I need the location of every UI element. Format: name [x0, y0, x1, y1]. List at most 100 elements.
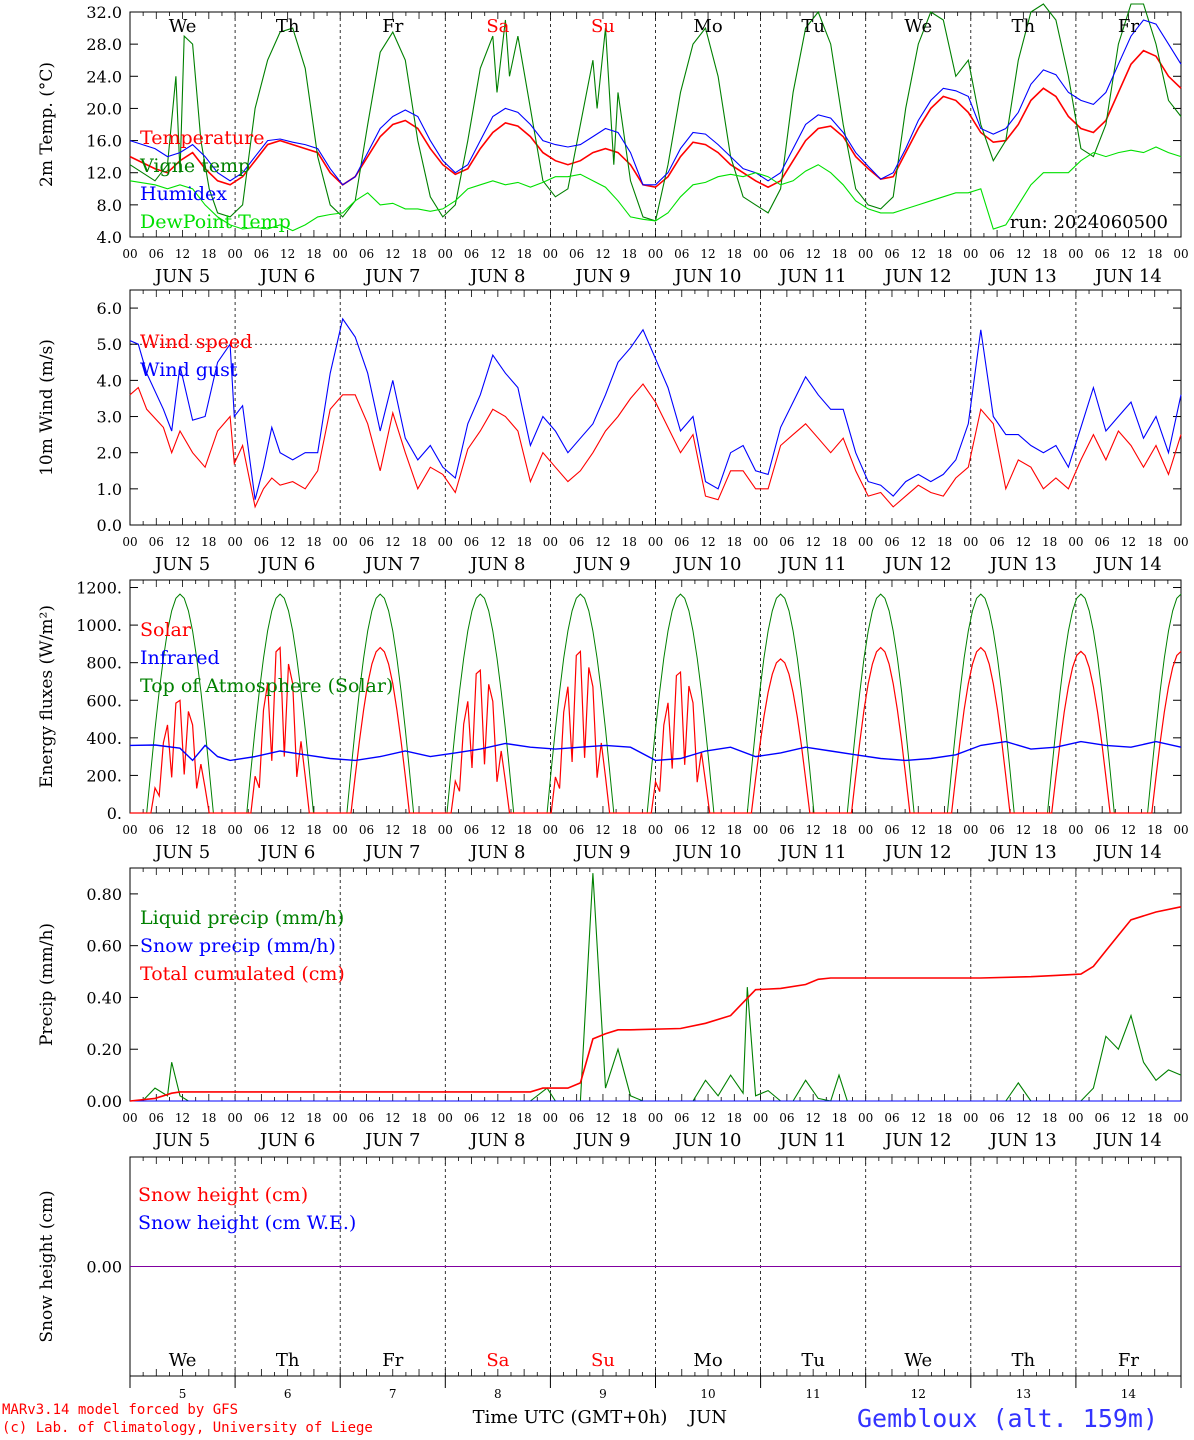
weekday-label: Mo [693, 1350, 722, 1371]
y-tick-label: 0. [107, 804, 122, 823]
y-tick-label: 1.0 [97, 480, 122, 499]
x-day-label: JUN 8 [468, 842, 525, 863]
x-day-label: JUN 9 [573, 554, 630, 575]
x-hour-label: 06 [569, 1111, 584, 1125]
x-hour-label: 00 [1173, 1111, 1188, 1125]
x-hour-label: 12 [490, 1111, 505, 1125]
y-tick-label: 8.0 [97, 196, 122, 215]
x-hour-label: 06 [779, 1111, 794, 1125]
x-hour-label: 00 [1173, 247, 1188, 261]
y-tick-label: 0.00 [86, 1092, 122, 1111]
x-hour-label: 12 [1016, 535, 1031, 549]
x-hour-label: 06 [674, 535, 689, 549]
y-axis-label: 10m Wind (m/s) [37, 339, 57, 476]
x-hour-label: 12 [385, 535, 400, 549]
legend-entry: Snow height (cm W.E.) [138, 1212, 356, 1234]
weekday-label: Th [1012, 1350, 1036, 1371]
weekday-label: Th [276, 16, 300, 37]
x-hour-label: 12 [911, 823, 926, 837]
x-day-label: JUN 6 [258, 554, 315, 575]
y-tick-label: 3.0 [97, 408, 122, 427]
day-number-label: 7 [389, 1387, 397, 1401]
day-number-label: 8 [494, 1387, 502, 1401]
x-hour-label: 18 [832, 823, 847, 837]
x-day-label: JUN 14 [1093, 842, 1162, 863]
x-hour-label: 00 [753, 535, 768, 549]
weekday-label: Tu [801, 16, 825, 37]
weekday-label: Fr [1118, 16, 1139, 37]
x-hour-label: 18 [516, 823, 531, 837]
legend-entry: Infrared [140, 647, 220, 669]
x-hour-label: 00 [122, 1111, 137, 1125]
x-hour-label: 12 [700, 247, 715, 261]
x-day-label: JUN 5 [153, 554, 210, 575]
x-hour-label: 18 [832, 1111, 847, 1125]
x-hour-label: 00 [333, 535, 348, 549]
x-hour-label: 06 [674, 1111, 689, 1125]
y-tick-label: 600. [86, 691, 122, 710]
legend-entry: Total cumulated (cm) [140, 963, 345, 985]
x-hour-label: 06 [989, 1111, 1004, 1125]
y-axis-label: Energy fluxes (W/m²) [37, 605, 57, 788]
x-hour-label: 18 [727, 1111, 742, 1125]
x-hour-label: 06 [674, 823, 689, 837]
x-hour-label: 12 [1121, 1111, 1136, 1125]
x-hour-label: 12 [911, 1111, 926, 1125]
weekday-label: Th [276, 1350, 300, 1371]
x-day-label: JUN 12 [883, 266, 952, 287]
x-hour-label: 06 [884, 247, 899, 261]
x-hour-label: 00 [648, 535, 663, 549]
weekday-label: Tu [801, 1350, 825, 1371]
x-hour-label: 18 [1042, 535, 1057, 549]
x-axis-month: JUN [687, 1407, 727, 1428]
y-tick-label: 400. [86, 729, 122, 748]
x-day-label: JUN 8 [468, 554, 525, 575]
x-hour-label: 06 [1095, 247, 1110, 261]
x-hour-label: 06 [254, 1111, 269, 1125]
x-hour-label: 12 [911, 247, 926, 261]
x-day-label: JUN 12 [883, 842, 952, 863]
x-hour-label: 00 [753, 247, 768, 261]
x-hour-label: 00 [1068, 1111, 1083, 1125]
x-hour-label: 00 [648, 823, 663, 837]
x-day-label: JUN 14 [1093, 1130, 1162, 1151]
y-tick-label: 0.0 [97, 516, 122, 535]
x-day-label: JUN 13 [988, 842, 1057, 863]
legend-entry: Solar [140, 619, 192, 641]
x-hour-label: 18 [306, 535, 321, 549]
x-hour-label: 00 [543, 823, 558, 837]
x-hour-label: 18 [832, 535, 847, 549]
x-hour-label: 12 [385, 1111, 400, 1125]
x-axis-title: Time UTC (GMT+0h) [473, 1407, 668, 1428]
x-hour-label: 12 [385, 247, 400, 261]
y-tick-label: 200. [86, 766, 122, 785]
x-hour-label: 18 [411, 535, 426, 549]
series-line-humidex [129, 19, 1182, 186]
x-hour-label: 06 [1095, 823, 1110, 837]
day-number-label: 11 [806, 1387, 821, 1401]
x-day-label: JUN 10 [673, 842, 742, 863]
legend-entry: Top of Atmosphere (Solar) [140, 675, 393, 697]
x-hour-label: 18 [832, 247, 847, 261]
weekday-label: Sa [486, 1350, 509, 1371]
x-hour-label: 06 [149, 1111, 164, 1125]
x-day-label: JUN 6 [258, 266, 315, 287]
y-tick-label: 0.60 [86, 937, 122, 956]
x-day-label: JUN 6 [258, 1130, 315, 1151]
x-hour-label: 00 [543, 1111, 558, 1125]
x-day-label: JUN 7 [363, 554, 420, 575]
legend-entry: Snow precip (mm/h) [140, 935, 336, 957]
x-hour-label: 12 [700, 823, 715, 837]
x-hour-label: 18 [306, 1111, 321, 1125]
x-day-label: JUN 11 [778, 554, 847, 575]
y-tick-label: 32.0 [86, 3, 122, 22]
x-hour-label: 06 [779, 535, 794, 549]
y-tick-label: 5.0 [97, 335, 122, 354]
y-tick-label: 0.40 [86, 988, 122, 1007]
x-hour-label: 18 [1147, 535, 1162, 549]
series-line-temperature [129, 49, 1182, 189]
x-hour-label: 00 [438, 535, 453, 549]
x-hour-label: 06 [149, 823, 164, 837]
x-hour-label: 06 [989, 247, 1004, 261]
